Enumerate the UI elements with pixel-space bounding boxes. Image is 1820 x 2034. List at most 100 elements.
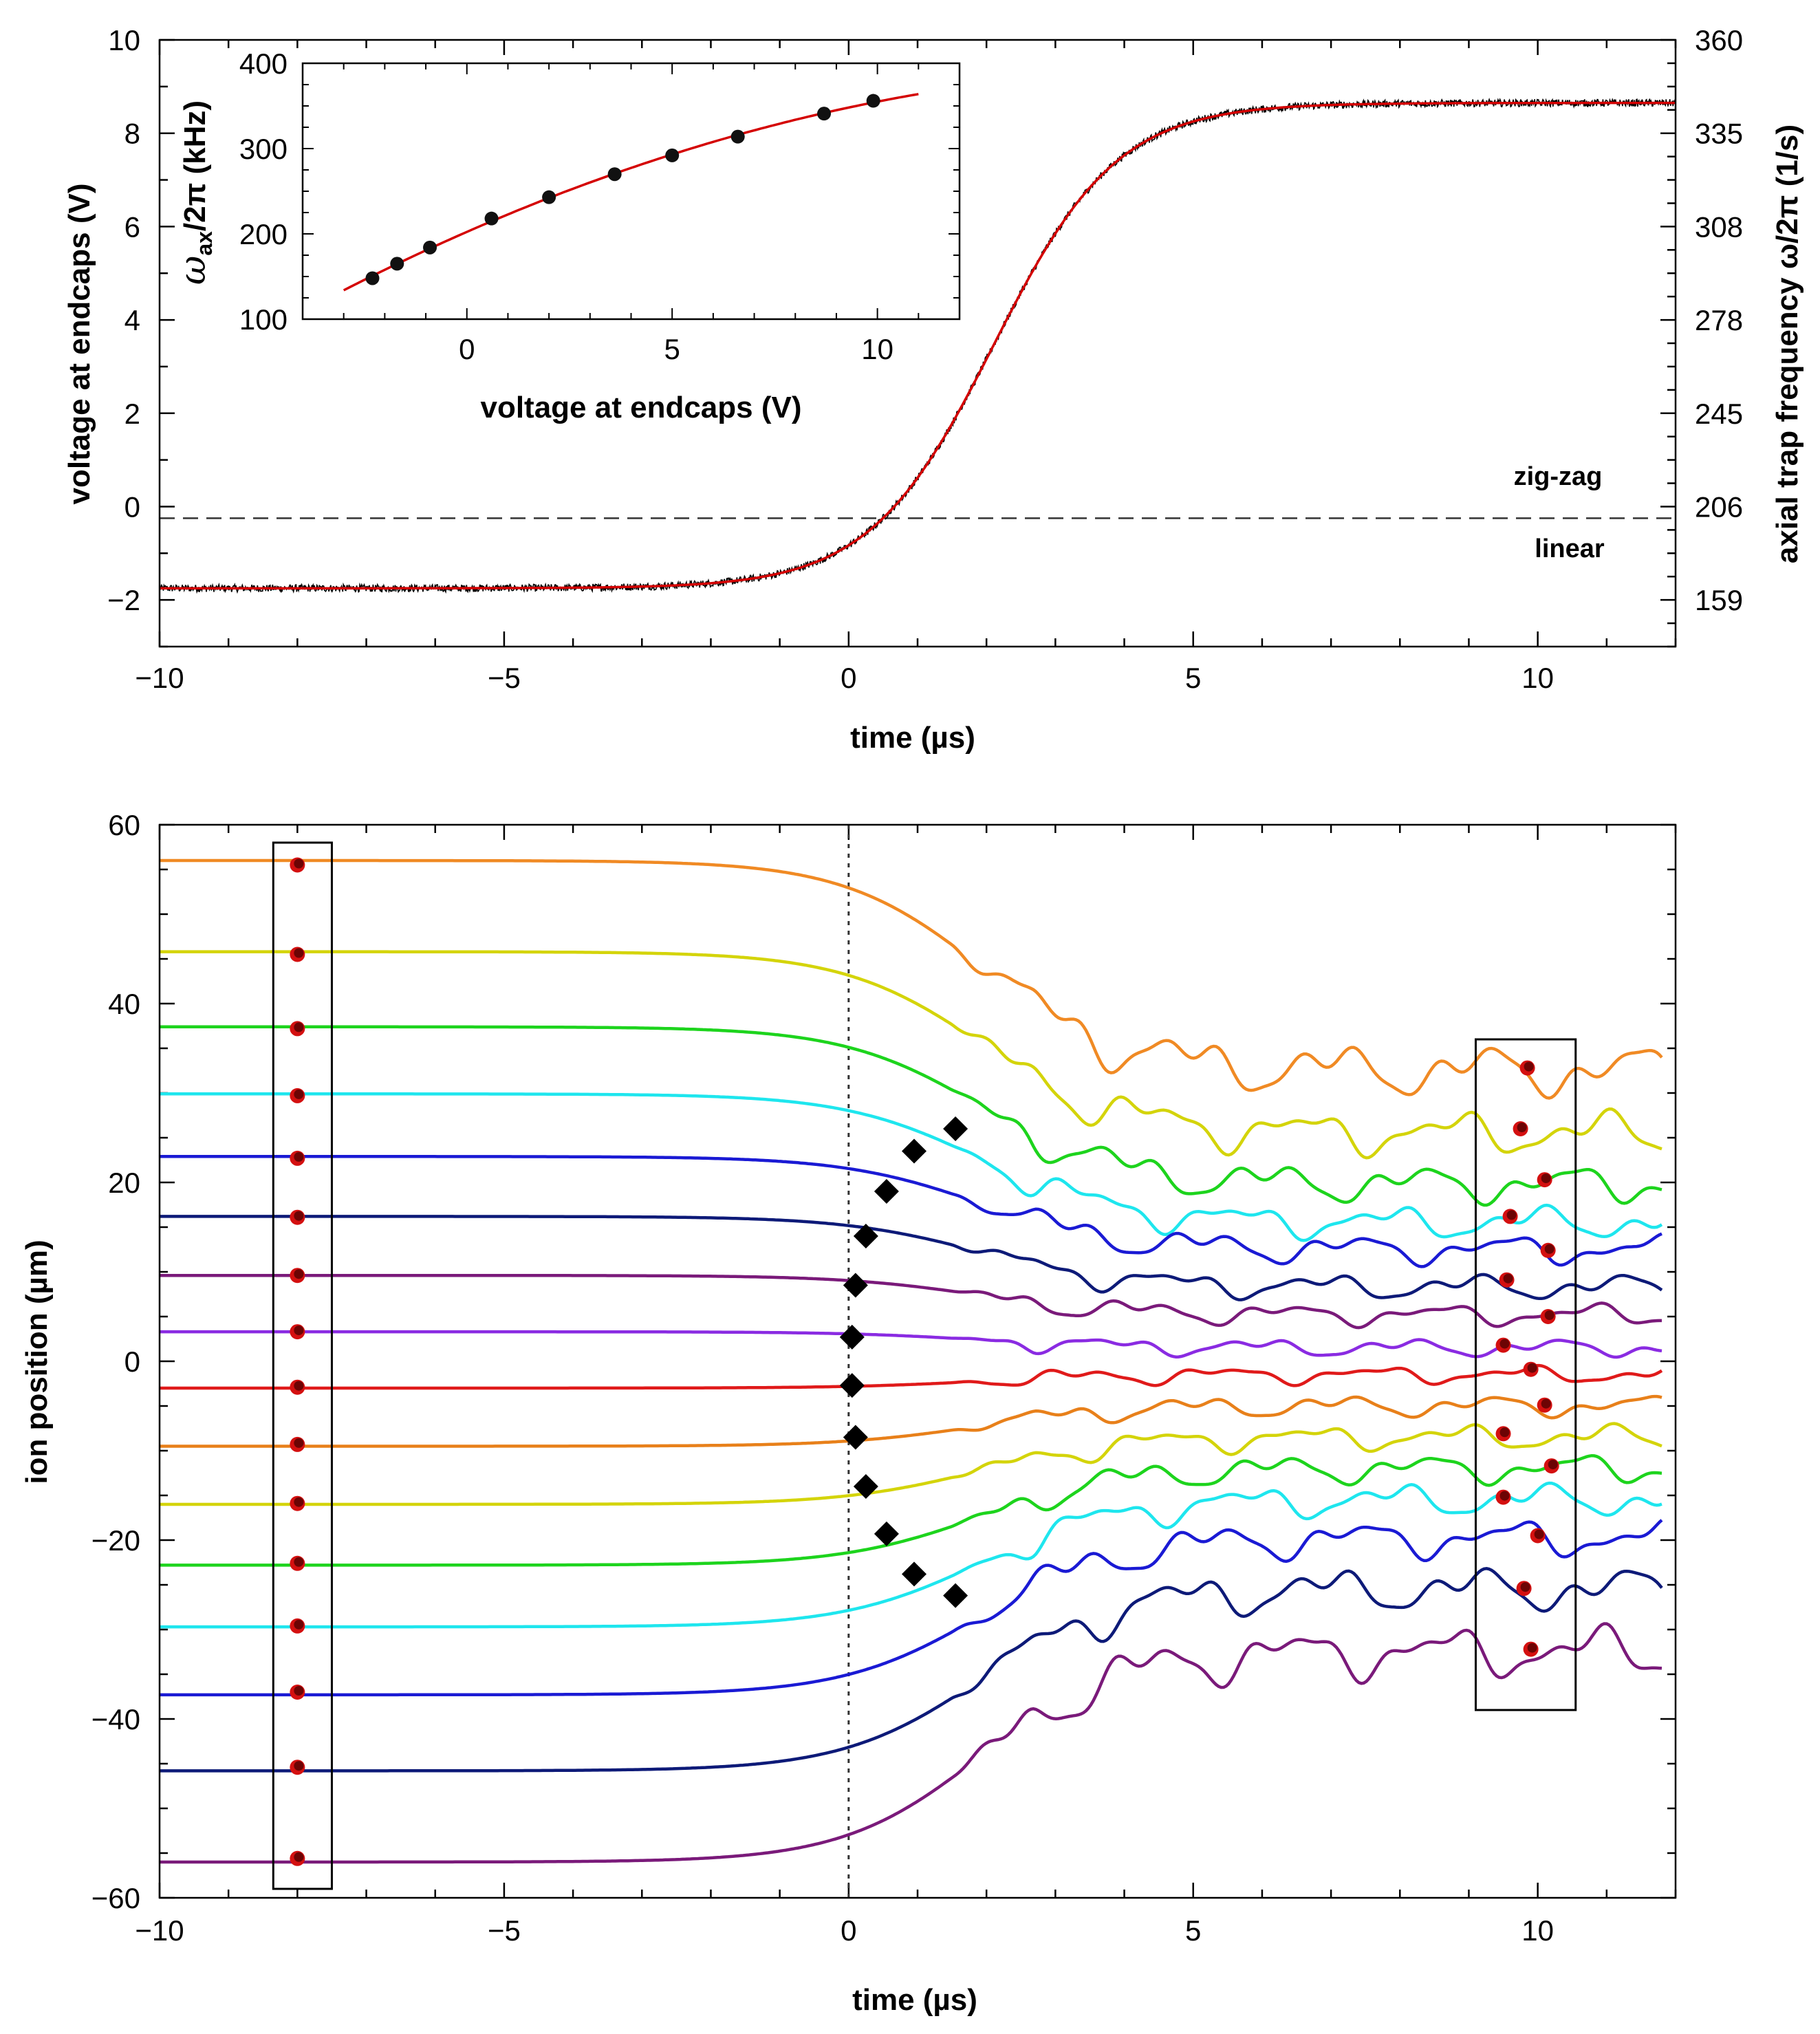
ion-trajectory	[160, 1215, 1663, 1301]
final-ion-dot-shade	[1517, 1123, 1527, 1132]
top-y-tick-labels: −2 0 2 4 6 8 10	[107, 24, 140, 616]
inset-y-axis-title: ωax/2π (kHz)	[173, 100, 217, 285]
initial-crystal-box	[272, 841, 333, 1890]
fit-voltage-series	[160, 101, 1676, 589]
bottom-x-tick-label: −5	[488, 1914, 521, 1947]
final-ion-dot-shade	[1527, 1363, 1537, 1373]
inset-y-title-rest: /2π (kHz)	[178, 100, 212, 231]
bottom-y-tick-labels: −60 −40 −20 0 20 40 60	[91, 809, 140, 1914]
initial-ion-dot-shade	[294, 1852, 304, 1862]
ion-trajectory	[160, 1155, 1662, 1268]
top-x-tick-label: 0	[841, 662, 856, 694]
initial-ion-dot-shade	[294, 1089, 304, 1099]
bottom-chart: −10 −5 0 5 10 −60 −40 −20 0 20 40 60 time (µs) ion…	[20, 809, 1677, 2017]
final-ion-dot-shade	[1499, 1491, 1510, 1501]
final-ion-dot-shade	[1544, 1244, 1554, 1254]
inset-y-tick-labels: 100 200 300 400	[239, 47, 288, 336]
initial-ion-dot-shade	[294, 1438, 304, 1448]
inset-data-points	[365, 94, 880, 285]
top-chart: −10 −5 0 5 10 −2 0 2 4 6 8 10 360 335 308 278 245 206 15…	[63, 24, 1804, 755]
top-x-tick-label: −10	[135, 662, 184, 694]
inset-x-axis-title: voltage at endcaps (V)	[480, 391, 801, 424]
bottom-y-tick-label: 60	[108, 809, 140, 841]
bottom-y-tick-label: 20	[108, 1167, 140, 1199]
top-x-tick-label: −5	[488, 662, 521, 694]
ion-trajectory	[160, 1422, 1662, 1506]
final-ion-dot-shade	[1544, 1310, 1554, 1320]
transition-diamond	[839, 1373, 865, 1398]
inset-data-point	[390, 257, 404, 271]
inset-y-tick-label: 400	[239, 47, 288, 80]
inset-data-point	[730, 129, 745, 144]
top-y-tick-label: 8	[124, 118, 140, 150]
bottom-x-tick-label: 10	[1521, 1914, 1554, 1947]
final-ion-dot-shade	[1499, 1339, 1510, 1349]
top-y-tick-label: 0	[124, 490, 140, 523]
ion-trajectory	[160, 1092, 1663, 1242]
ion-trajectory	[160, 1453, 1662, 1567]
inset-data-point	[817, 107, 832, 121]
top-x-axis-title: time (µs)	[850, 721, 975, 755]
ion-trajectory	[160, 1567, 1663, 1773]
linear-label: linear	[1535, 534, 1605, 563]
transition-diamond	[853, 1224, 878, 1248]
final-ion-dot-shade	[1527, 1643, 1537, 1653]
transition-diamond	[839, 1324, 865, 1350]
ion-trajectory	[160, 1622, 1662, 1864]
inset-x-tick-label: 5	[664, 333, 680, 365]
bottom-y-tick-label: 40	[108, 988, 140, 1020]
initial-ion-dot-shade	[294, 1151, 304, 1162]
top-right-tick-label: 308	[1695, 210, 1743, 243]
final-ion-dot-shade	[1506, 1210, 1517, 1220]
bottom-plot-frame	[158, 823, 1677, 1899]
final-ion-dot-shade	[1541, 1398, 1551, 1409]
ion-trajectory	[160, 1330, 1662, 1359]
top-right-tick-label: 335	[1695, 118, 1743, 150]
initial-ion-dot-shade	[294, 1686, 304, 1696]
ion-trajectory	[160, 1481, 1662, 1629]
inset-data-point	[365, 271, 380, 285]
ion-trajectory	[160, 950, 1662, 1160]
ion-trajectory	[160, 858, 1663, 1100]
bottom-y-tick-label: −40	[91, 1703, 140, 1735]
transition-diamond	[853, 1474, 878, 1499]
inset-data-point	[542, 190, 556, 204]
bottom-x-tick-labels: −10 −5 0 5 10	[135, 1914, 1554, 1947]
top-plot-frame	[158, 39, 1677, 648]
top-right-axis-title: axial trap frequency ω/2π (1/s)	[1770, 125, 1804, 563]
initial-ion-markers	[290, 857, 305, 1866]
transition-diamond	[874, 1179, 899, 1204]
bottom-y-axis-title: ion position (µm)	[20, 1240, 54, 1484]
top-x-tick-labels: −10 −5 0 5 10	[135, 662, 1554, 694]
inset-data-point	[866, 94, 880, 108]
inset-data-point	[423, 240, 437, 255]
bottom-x-tick-label: −10	[135, 1914, 184, 1947]
transition-diamond	[901, 1561, 927, 1587]
inset-data-point	[665, 148, 680, 162]
transition-diamond	[943, 1583, 968, 1608]
transition-markers	[839, 1116, 968, 1608]
top-y-tick-label: 6	[124, 210, 140, 243]
inset-y-tick-label: 300	[239, 133, 288, 165]
inset-y-tick-label: 200	[239, 218, 288, 250]
final-ion-dot-shade	[1499, 1427, 1510, 1438]
inset-y-title-omega: ω	[173, 256, 214, 285]
initial-ion-dot-shade	[294, 858, 304, 869]
final-ion-dot-shade	[1534, 1529, 1544, 1539]
inset-chart: 0 5 10 100 200 300 400 voltage at endcaps (V)…	[173, 47, 961, 424]
top-y-tick-label: 4	[124, 304, 140, 336]
ion-trajectory	[160, 1363, 1663, 1390]
ion-trajectory	[160, 1273, 1662, 1330]
initial-ion-dot-shade	[294, 1619, 304, 1630]
bottom-y-tick-label: −60	[91, 1882, 140, 1914]
bottom-x-tick-label: 5	[1185, 1914, 1201, 1947]
ion-trajectory	[160, 1394, 1662, 1448]
transition-diamond	[901, 1138, 927, 1164]
bottom-ticks	[158, 823, 1677, 1899]
inset-data-point	[607, 167, 622, 182]
initial-ion-dot-shade	[294, 1497, 304, 1507]
top-y-tick-label: −2	[107, 584, 140, 616]
inset-y-tick-label: 100	[239, 303, 288, 336]
top-x-tick-label: 10	[1521, 662, 1554, 694]
final-ion-dot-shade	[1548, 1460, 1558, 1470]
